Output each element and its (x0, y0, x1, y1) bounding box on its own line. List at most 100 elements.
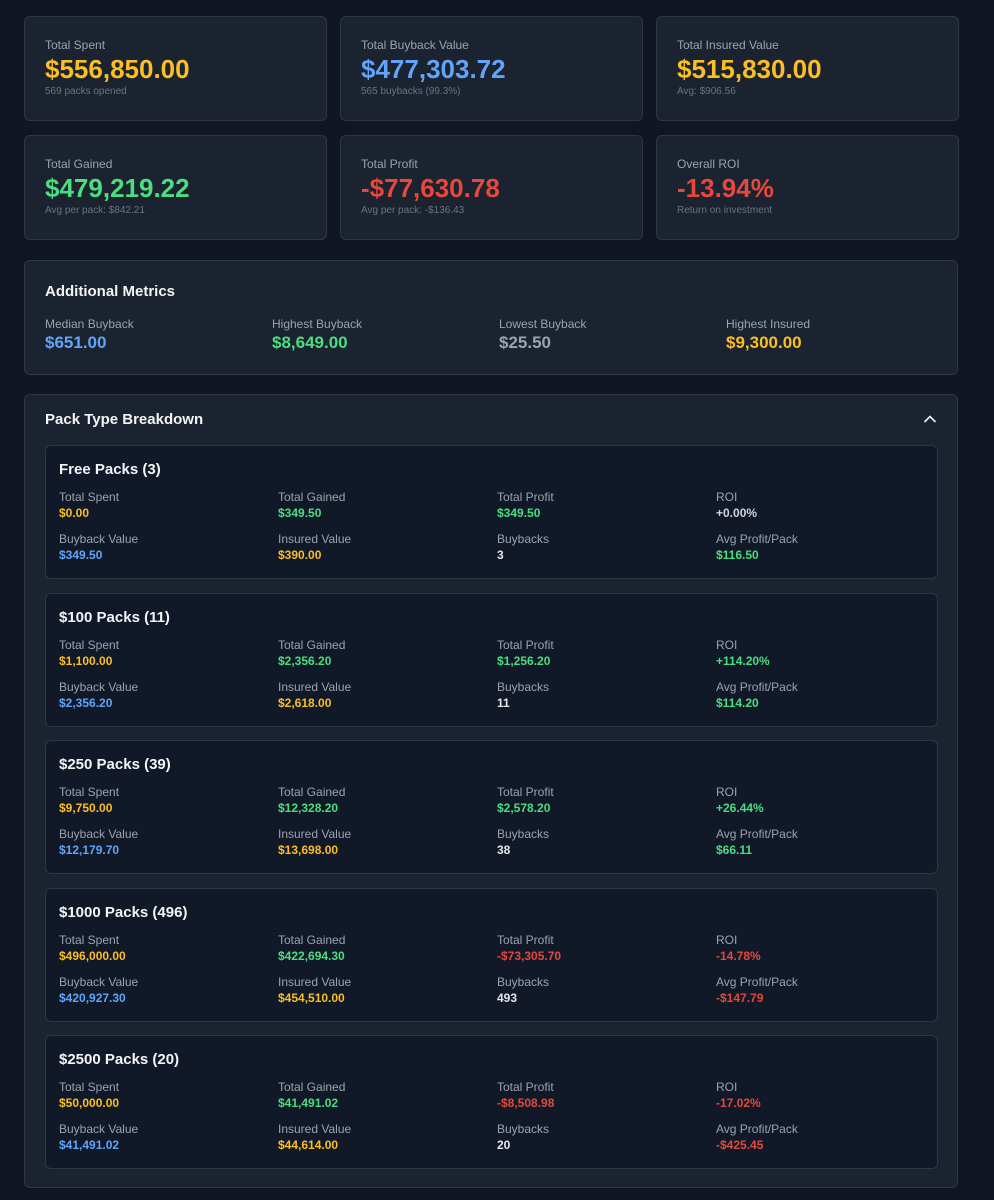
collapse-toggle[interactable] (923, 412, 937, 426)
stat-card: Total Insured Value $515,830.00 Avg: $906.… (656, 16, 959, 121)
pack-grid: Total Spent $9,750.00 Total Gained $12,328.… (59, 785, 924, 869)
stat-label: Overall ROI (677, 157, 740, 171)
stat-label: Total Spent (45, 38, 106, 52)
pack-field: Buybacks 38 (497, 827, 716, 869)
pack-field: Avg Profit/Pack -$425.45 (716, 1122, 935, 1164)
pack-name: $1000 Packs (496) (59, 903, 188, 921)
pack-field: Total Spent $50,000.00 (59, 1080, 278, 1122)
field-value: $422,694.30 (278, 948, 345, 963)
field-value: -$425.45 (716, 1138, 764, 1152)
field-value: -$8,508.98 (497, 1096, 555, 1110)
field-value: $41,491.02 (59, 1138, 120, 1152)
stat-value: $477,303.72 (361, 54, 506, 84)
metrics-panel: Additional Metrics Median Buyback $651.00… (24, 260, 958, 375)
field-value: $114.20 (716, 695, 759, 710)
metric: Highest Buyback $8,649.00 (272, 317, 499, 354)
stat-note: Avg: $906.56 (677, 86, 736, 97)
field-label: Total Profit (497, 785, 554, 799)
stat-label: Total Gained (45, 157, 113, 171)
metric: Median Buyback $651.00 (45, 317, 272, 354)
pack-grid: Total Spent $0.00 Total Gained $349.50 Total… (59, 490, 924, 574)
stat-label: Total Insured Value (677, 38, 779, 52)
stat-value: -13.94% (677, 173, 774, 203)
stat-note: Return on investment (677, 205, 773, 216)
field-value: $454,510.00 (278, 990, 345, 1005)
field-label: Total Profit (497, 932, 554, 947)
field-label: ROI (716, 932, 738, 947)
stat-card: Total Buyback Value $477,303.72 565 buybac… (340, 16, 643, 121)
pack-field: ROI +114.20% (716, 638, 935, 680)
pack-field: ROI +26.44% (716, 785, 935, 827)
field-label: Total Gained (278, 932, 346, 947)
field-label: Avg Profit/Pack (716, 532, 798, 546)
field-value: $13,698.00 (278, 843, 339, 857)
field-label: Total Gained (278, 785, 346, 799)
field-label: Total Spent (59, 637, 120, 652)
stat-value: $479,219.22 (45, 173, 190, 203)
field-value: $349.50 (497, 506, 541, 520)
field-label: Buyback Value (59, 827, 139, 841)
field-label: Total Profit (497, 637, 554, 652)
field-label: Avg Profit/Pack (716, 974, 798, 989)
field-label: Avg Profit/Pack (716, 827, 798, 841)
field-value: $420,927.30 (59, 990, 126, 1005)
pack-grid: Total Spent $50,000.00 Total Gained $41,491… (59, 1080, 924, 1164)
pack-field: Total Profit $2,578.20 (497, 785, 716, 827)
metric-value: $8,649.00 (272, 333, 348, 352)
field-label: Buybacks (497, 974, 550, 989)
field-label: Buyback Value (59, 974, 139, 989)
pack-field: Total Gained $12,328.20 (278, 785, 497, 827)
field-label: ROI (716, 637, 738, 652)
field-label: Insured Value (278, 974, 352, 989)
field-value: $2,356.20 (59, 695, 113, 710)
field-value: $2,356.20 (278, 653, 332, 668)
pack-field: Avg Profit/Pack $116.50 (716, 532, 935, 574)
field-label: ROI (716, 785, 738, 799)
pack-field: Buyback Value $41,491.02 (59, 1122, 278, 1164)
pack-grid: Total Spent $496,000.00 Total Gained $422,6… (59, 933, 924, 1017)
pack-field: Insured Value $44,614.00 (278, 1122, 497, 1164)
field-label: Avg Profit/Pack (716, 1122, 798, 1136)
field-value: $50,000.00 (59, 1096, 120, 1110)
field-label: Insured Value (278, 1122, 352, 1136)
field-label: Total Spent (59, 785, 120, 799)
pack-card: $2500 Packs (20) Total Spent $50,000.00 Tot… (45, 1035, 938, 1169)
metric-label: Lowest Buyback (499, 317, 587, 331)
field-value: 20 (497, 1138, 511, 1152)
pack-field: ROI +0.00% (716, 490, 935, 532)
breakdown-panel: Pack Type Breakdown Free Packs (3) Total … (24, 394, 958, 1188)
field-value: $44,614.00 (278, 1138, 339, 1152)
pack-card: $1000 Packs (496) Total Spent $496,000.00 T… (45, 887, 938, 1022)
metric-label: Median Buyback (45, 317, 134, 331)
field-label: Buybacks (497, 532, 550, 546)
stat-label: Total Buyback Value (361, 38, 469, 52)
stat-note: Avg per pack: -$136.43 (361, 205, 465, 216)
pack-field: Buyback Value $420,927.30 (59, 975, 278, 1017)
field-value: $2,578.20 (497, 801, 551, 815)
pack-field: Total Gained $349.50 (278, 490, 497, 532)
field-value: $9,750.00 (59, 801, 113, 815)
stat-value: $556,850.00 (45, 54, 190, 84)
stat-label: Total Profit (361, 157, 418, 171)
field-value: -14.78% (716, 948, 761, 963)
field-value: $0.00 (59, 506, 90, 520)
stat-value: $515,830.00 (677, 54, 822, 84)
pack-field: ROI -14.78% (716, 933, 935, 975)
field-value: $2,618.00 (278, 695, 332, 710)
pack-name: Free Packs (3) (59, 461, 161, 478)
pack-grid: Total Spent $1,100.00 Total Gained $2,356.2… (59, 638, 924, 722)
pack-field: Insured Value $2,618.00 (278, 680, 497, 722)
pack-field: Buybacks 11 (497, 680, 716, 722)
pack-field: Buyback Value $12,179.70 (59, 827, 278, 869)
stat-note: 569 packs opened (45, 86, 127, 97)
pack-field: Avg Profit/Pack -$147.79 (716, 975, 935, 1017)
field-value: 493 (497, 990, 518, 1005)
pack-field: Avg Profit/Pack $66.11 (716, 827, 935, 869)
pack-field: Insured Value $454,510.00 (278, 975, 497, 1017)
metric-value: $9,300.00 (726, 333, 802, 352)
field-value: $66.11 (716, 843, 753, 857)
pack-field: Buyback Value $349.50 (59, 532, 278, 574)
pack-field: Total Profit -$73,305.70 (497, 933, 716, 975)
field-value: $349.50 (278, 506, 322, 520)
stat-card: Total Spent $556,850.00 569 packs opened (24, 16, 327, 121)
